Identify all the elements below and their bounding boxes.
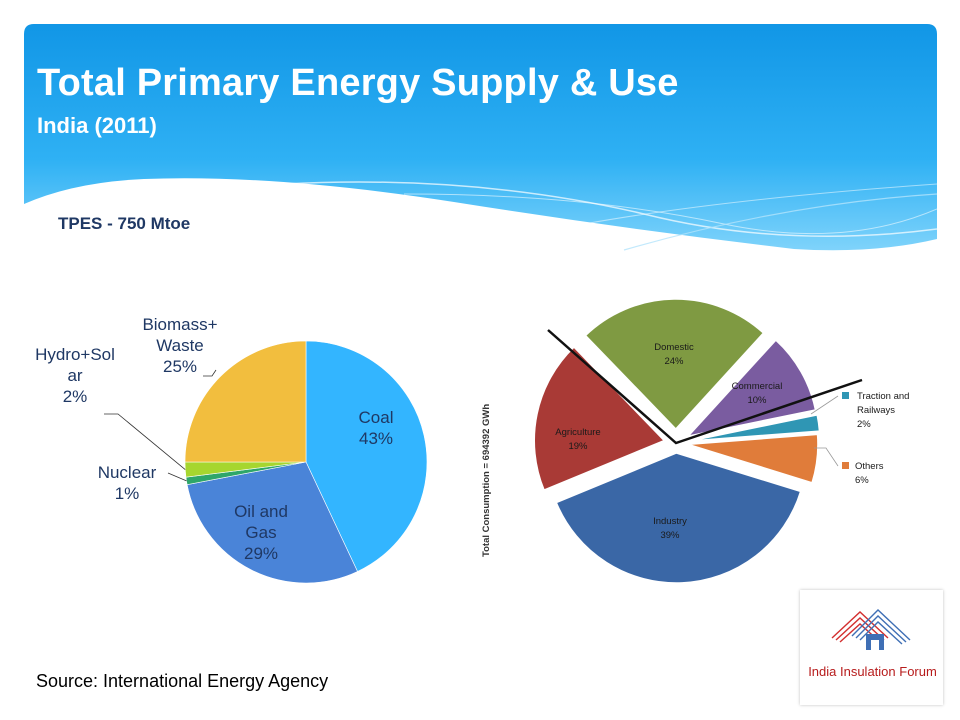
label-industry-line: Industry	[653, 516, 687, 527]
india-insulation-forum-logo: India Insulation Forum	[800, 590, 943, 705]
slice-group-traction-and-railways	[689, 414, 821, 442]
label-hydro-solar: Hydro+Sol ar 2%	[35, 345, 115, 406]
label-oil-and-gas: Oil and Gas 29%	[234, 502, 288, 563]
label-traction-and-railways-line: Traction and	[857, 391, 909, 402]
slice-group-industry	[555, 452, 802, 584]
label-hydro-solar-line: 2%	[63, 387, 88, 406]
label-agriculture-line: 19%	[568, 441, 588, 452]
label-industry-line: 39%	[660, 530, 680, 541]
slice-domestic	[584, 298, 765, 431]
label-others-line: Others	[855, 461, 884, 472]
leader-line-nuclear	[167, 472, 187, 482]
consumption-axis-label: Total Consumption = 694392 GWh	[481, 403, 492, 557]
label-oil-and-gas-line: Oil and	[234, 502, 288, 521]
slide-subtitle: India (2011)	[37, 113, 157, 138]
label-agriculture-line: Agriculture	[555, 427, 600, 438]
leader-line-hydro-solar	[104, 413, 186, 470]
slice-oil-and-gas	[186, 461, 358, 584]
label-traction-and-railways: Traction and Railways 2%	[857, 391, 909, 430]
label-nuclear-line: 1%	[115, 484, 140, 503]
label-oil-and-gas-line: 29%	[244, 544, 278, 563]
label-agriculture: Agriculture 19%	[555, 427, 600, 452]
legend-swatch-traction	[842, 392, 849, 399]
leader-line-traction	[810, 395, 839, 415]
label-biomass-waste: Biomass+ Waste 25%	[142, 315, 217, 376]
slice-others	[687, 433, 819, 484]
slice-traction-and-railways	[689, 414, 821, 442]
label-coal: Coal 43%	[359, 408, 394, 448]
slice-group-agriculture	[533, 345, 666, 492]
slice-biomass-waste	[184, 340, 307, 463]
slice-group-commercial	[686, 339, 817, 438]
tpes-pie-chart: Coal 43% Oil and Gas 29% Nuclear 1% Hydro+Sol ar…	[35, 315, 428, 584]
label-coal-line: 43%	[359, 429, 393, 448]
slice-coal	[305, 340, 428, 572]
label-biomass-waste-line: Biomass+	[142, 315, 217, 334]
label-others-line: 6%	[855, 475, 869, 486]
label-biomass-waste-line: 25%	[163, 357, 197, 376]
legend-swatch-others	[842, 462, 849, 469]
slice-agriculture	[533, 345, 666, 492]
emphasis-lines	[547, 329, 863, 445]
label-domestic-line: Domestic	[654, 342, 694, 353]
slice-industry	[555, 452, 802, 584]
label-commercial-line: 10%	[747, 395, 767, 406]
slice-group-others	[687, 433, 819, 484]
label-oil-and-gas-line: Gas	[245, 523, 276, 542]
label-coal-line: Coal	[359, 408, 394, 427]
slice-group-domestic	[584, 298, 765, 431]
label-others: Others 6%	[855, 461, 884, 486]
header-banner	[24, 24, 937, 274]
house-logo-icon	[831, 609, 911, 650]
label-domestic: Domestic 24%	[654, 342, 694, 367]
label-biomass-waste-line: Waste	[156, 336, 204, 355]
label-commercial: Commercial 10%	[732, 381, 783, 406]
label-traction-and-railways-line: 2%	[857, 419, 871, 430]
label-nuclear-line: Nuclear	[98, 463, 157, 482]
label-traction-and-railways-line: Railways	[857, 405, 895, 416]
consumption-pie-chart: Domestic 24% Commercial 10% Industry 39% Agric…	[533, 298, 909, 584]
label-hydro-solar-line: ar	[67, 366, 82, 385]
label-commercial-line: Commercial	[732, 381, 783, 392]
slide-title: Total Primary Energy Supply & Use	[37, 62, 679, 104]
tpes-label: TPES - 750 Mtoe	[58, 214, 191, 233]
leader-line-biomass	[203, 369, 217, 377]
source-note: Source: International Energy Agency	[36, 671, 329, 691]
leader-line-others	[814, 447, 839, 467]
label-nuclear: Nuclear 1%	[98, 463, 157, 503]
label-hydro-solar-line: Hydro+Sol	[35, 345, 115, 364]
slice-commercial	[686, 339, 817, 438]
label-domestic-line: 24%	[664, 356, 684, 367]
logo-text: India Insulation Forum	[808, 664, 937, 679]
label-industry: Industry 39%	[653, 516, 687, 541]
